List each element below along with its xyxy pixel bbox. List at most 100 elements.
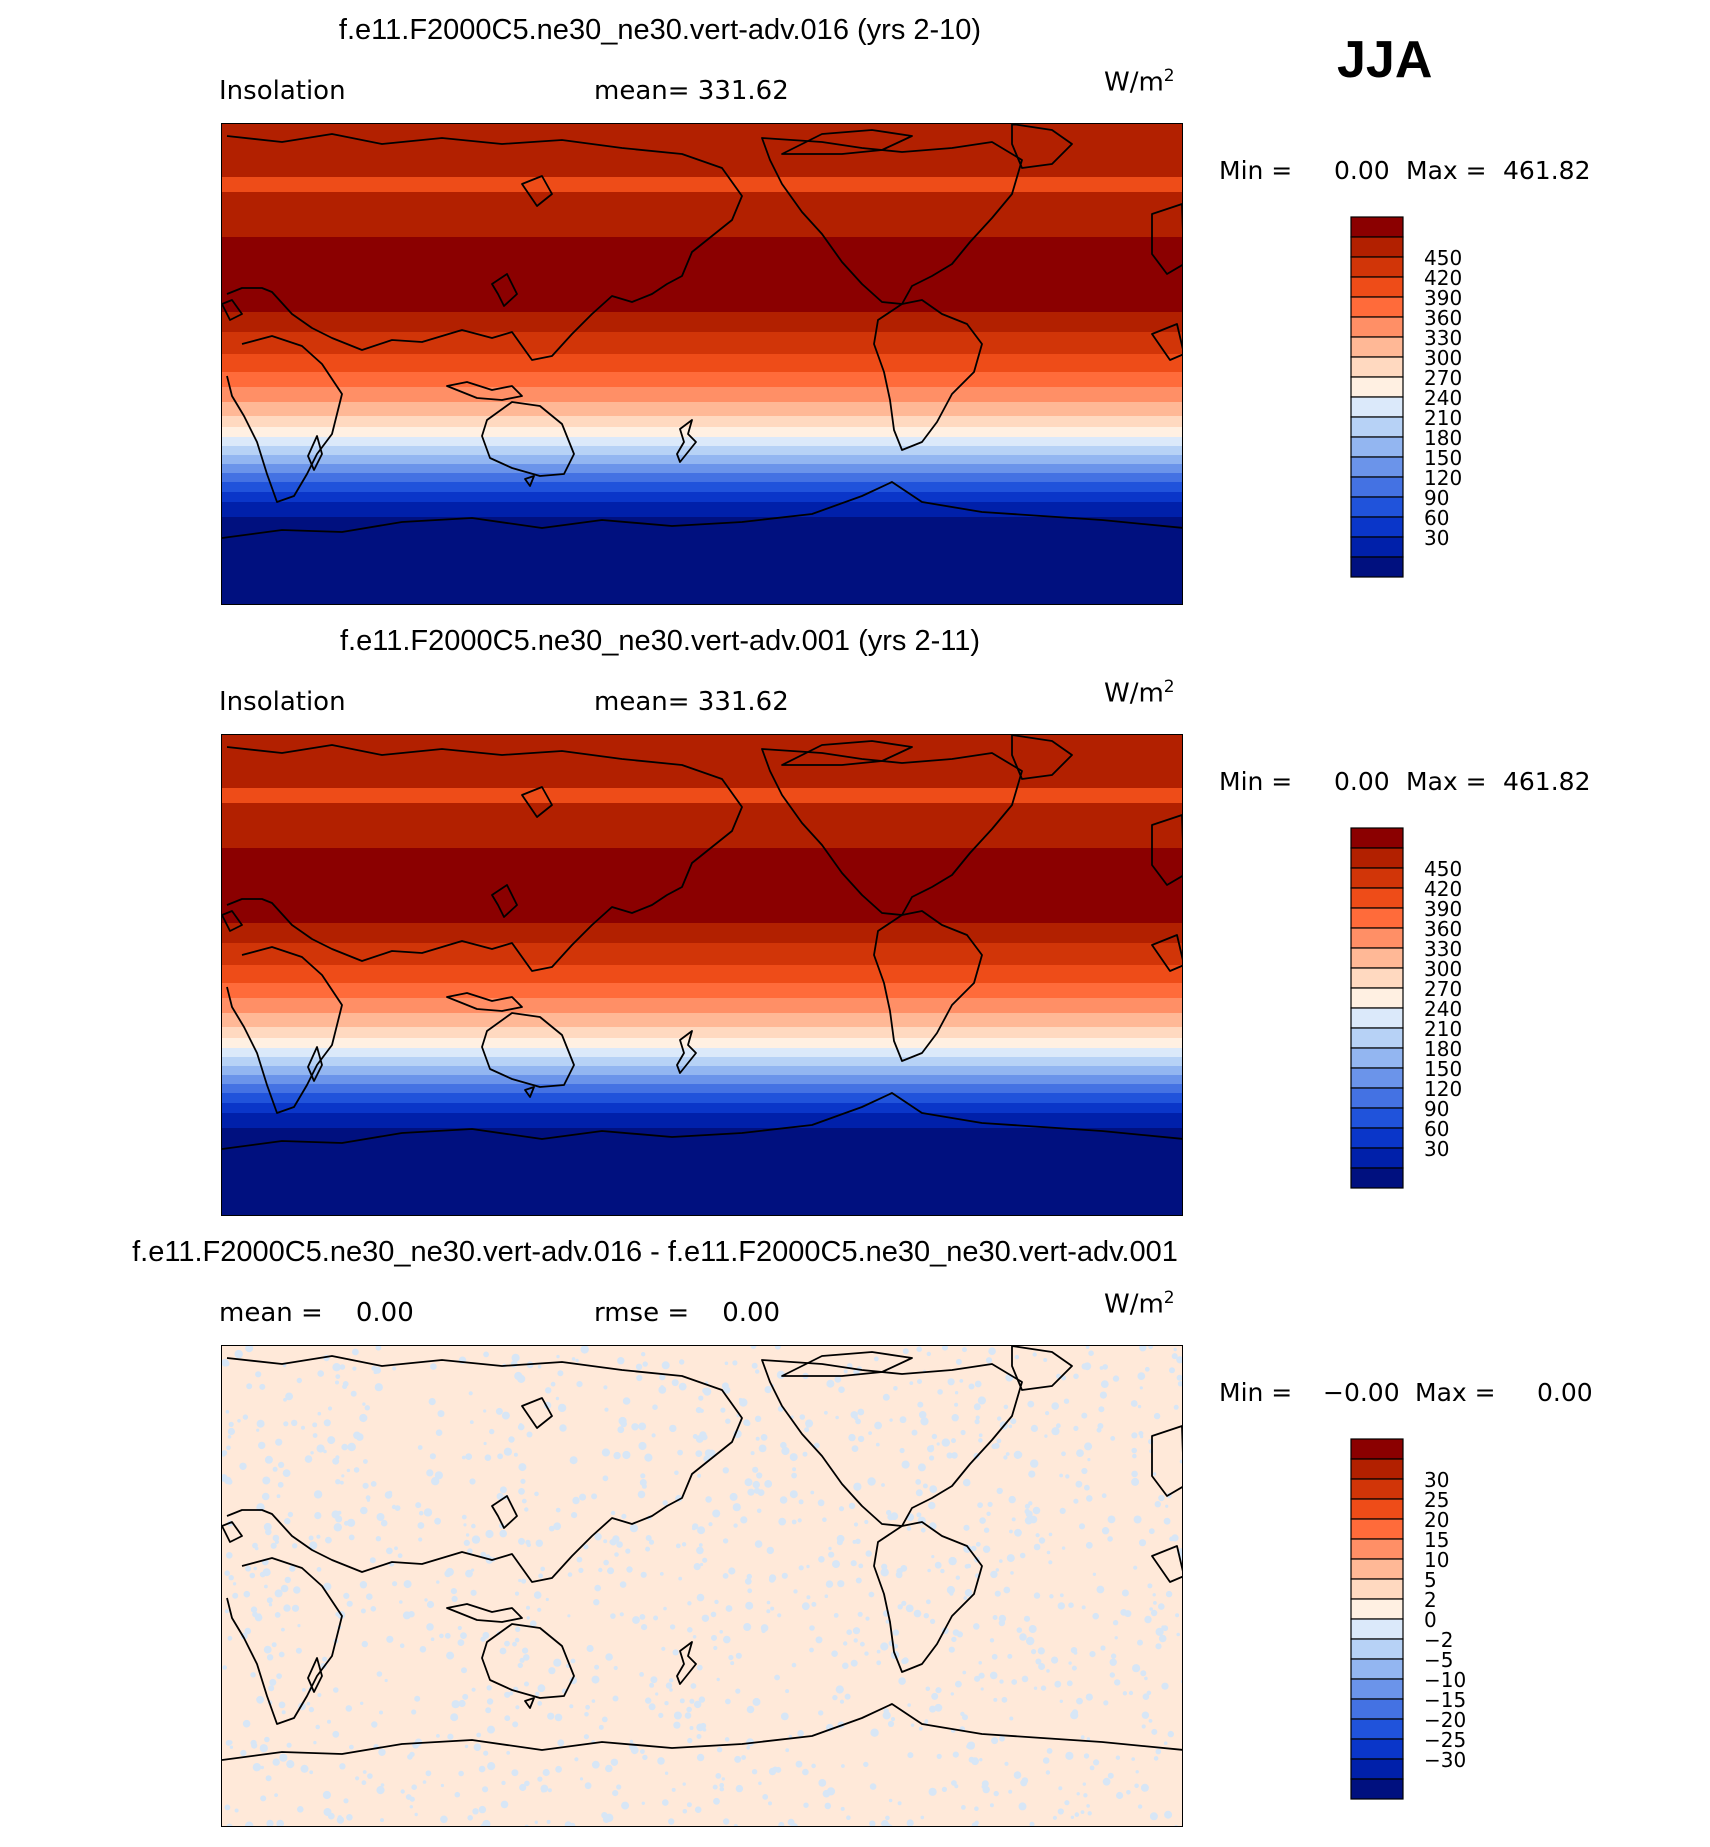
difference-speckle — [973, 1403, 981, 1411]
difference-speckle — [239, 1462, 247, 1470]
difference-speckle — [795, 1760, 803, 1768]
difference-speckle — [1059, 1473, 1063, 1478]
difference-speckle — [370, 1481, 377, 1487]
difference-speckle — [1003, 1455, 1008, 1460]
difference-speckle — [831, 1650, 838, 1657]
difference-speckle — [715, 1773, 722, 1779]
difference-speckle — [537, 1776, 543, 1782]
colorbar-label: 300 — [1424, 346, 1462, 370]
insolation-band — [222, 998, 1182, 1013]
difference-speckle — [897, 1604, 903, 1610]
difference-speckle — [1061, 1546, 1066, 1550]
difference-speckle — [431, 1477, 440, 1486]
difference-speckle — [1045, 1770, 1051, 1775]
difference-speckle — [524, 1780, 530, 1787]
difference-speckle — [418, 1510, 424, 1516]
difference-speckle — [583, 1734, 589, 1740]
difference-speckle — [636, 1374, 643, 1382]
difference-speckle — [1137, 1804, 1143, 1809]
difference-speckle — [458, 1699, 466, 1708]
difference-speckle — [278, 1651, 285, 1658]
difference-speckle — [1158, 1494, 1165, 1502]
difference-speckle — [852, 1627, 861, 1635]
difference-speckle — [960, 1429, 966, 1436]
difference-speckle — [719, 1786, 725, 1792]
difference-speckle — [929, 1705, 937, 1713]
colorbar-swatch — [1350, 827, 1404, 849]
coastline — [222, 299, 243, 321]
colorbar-swatch — [1350, 1638, 1404, 1660]
difference-speckle — [1176, 1632, 1180, 1637]
difference-speckle — [1085, 1693, 1093, 1701]
difference-speckle — [517, 1662, 523, 1669]
difference-speckle — [521, 1498, 527, 1504]
difference-speckle — [450, 1713, 459, 1722]
difference-speckle — [993, 1790, 999, 1797]
colorbar-swatch — [1350, 276, 1404, 298]
difference-speckle — [335, 1455, 340, 1460]
difference-speckle — [283, 1397, 287, 1402]
insolation-band — [222, 402, 1182, 416]
difference-speckle — [1131, 1477, 1140, 1486]
difference-speckle — [483, 1409, 487, 1413]
panel-3-min-value: −0.00 — [1323, 1378, 1400, 1407]
difference-speckle — [473, 1743, 482, 1751]
colorbar-swatch — [1350, 1778, 1404, 1800]
insolation-band — [222, 332, 1182, 354]
difference-speckle — [237, 1419, 241, 1423]
difference-speckle — [995, 1568, 1000, 1572]
difference-speckle — [864, 1519, 869, 1525]
difference-speckle — [542, 1768, 550, 1777]
difference-speckle — [250, 1739, 257, 1747]
difference-speckle — [743, 1623, 752, 1631]
difference-speckle — [262, 1476, 271, 1485]
difference-speckle — [391, 1504, 397, 1510]
difference-speckle — [1052, 1815, 1057, 1820]
panel-2-min-value: 0.00 — [1334, 767, 1390, 796]
difference-speckle — [380, 1783, 385, 1787]
difference-speckle — [917, 1401, 924, 1408]
panel-3-min-label: Min = — [1219, 1378, 1293, 1407]
difference-speckle — [1033, 1543, 1041, 1551]
difference-speckle — [910, 1723, 915, 1727]
difference-speckle — [941, 1438, 950, 1447]
difference-speckle — [970, 1545, 977, 1552]
difference-speckle — [797, 1518, 802, 1523]
coastline — [521, 1397, 553, 1429]
difference-speckle — [332, 1730, 340, 1738]
difference-speckle — [1107, 1772, 1114, 1779]
insolation-band — [222, 517, 1182, 604]
difference-speckle — [512, 1641, 517, 1647]
difference-speckle — [1083, 1753, 1090, 1759]
difference-speckle — [227, 1435, 232, 1439]
difference-speckle — [306, 1701, 311, 1706]
difference-speckle — [399, 1600, 403, 1604]
difference-speckle — [652, 1404, 658, 1410]
difference-speckle — [791, 1823, 798, 1826]
coastline — [761, 1359, 1023, 1527]
difference-speckle — [346, 1600, 353, 1607]
insolation-band — [222, 124, 1182, 177]
difference-speckle — [740, 1516, 748, 1524]
colorbar-swatch — [1350, 1658, 1404, 1680]
difference-speckle — [365, 1495, 371, 1501]
difference-speckle — [630, 1746, 639, 1755]
difference-speckle — [269, 1678, 277, 1686]
difference-speckle — [746, 1573, 752, 1580]
difference-speckle — [828, 1546, 832, 1551]
difference-speckle — [263, 1645, 272, 1654]
difference-speckle — [222, 1474, 228, 1482]
panel-1-units: W/m2 — [1104, 66, 1175, 98]
difference-speckle — [1141, 1711, 1150, 1719]
difference-speckle — [1093, 1759, 1100, 1766]
difference-speckle — [664, 1771, 669, 1775]
difference-speckle — [712, 1784, 718, 1790]
colorbar-swatch — [1350, 1598, 1404, 1620]
difference-speckle — [402, 1611, 411, 1620]
difference-speckle — [917, 1379, 922, 1384]
insolation-band — [222, 372, 1182, 387]
difference-speckle — [661, 1361, 670, 1370]
difference-speckle — [951, 1636, 957, 1643]
difference-speckle — [605, 1653, 613, 1661]
difference-speckle — [836, 1539, 843, 1546]
